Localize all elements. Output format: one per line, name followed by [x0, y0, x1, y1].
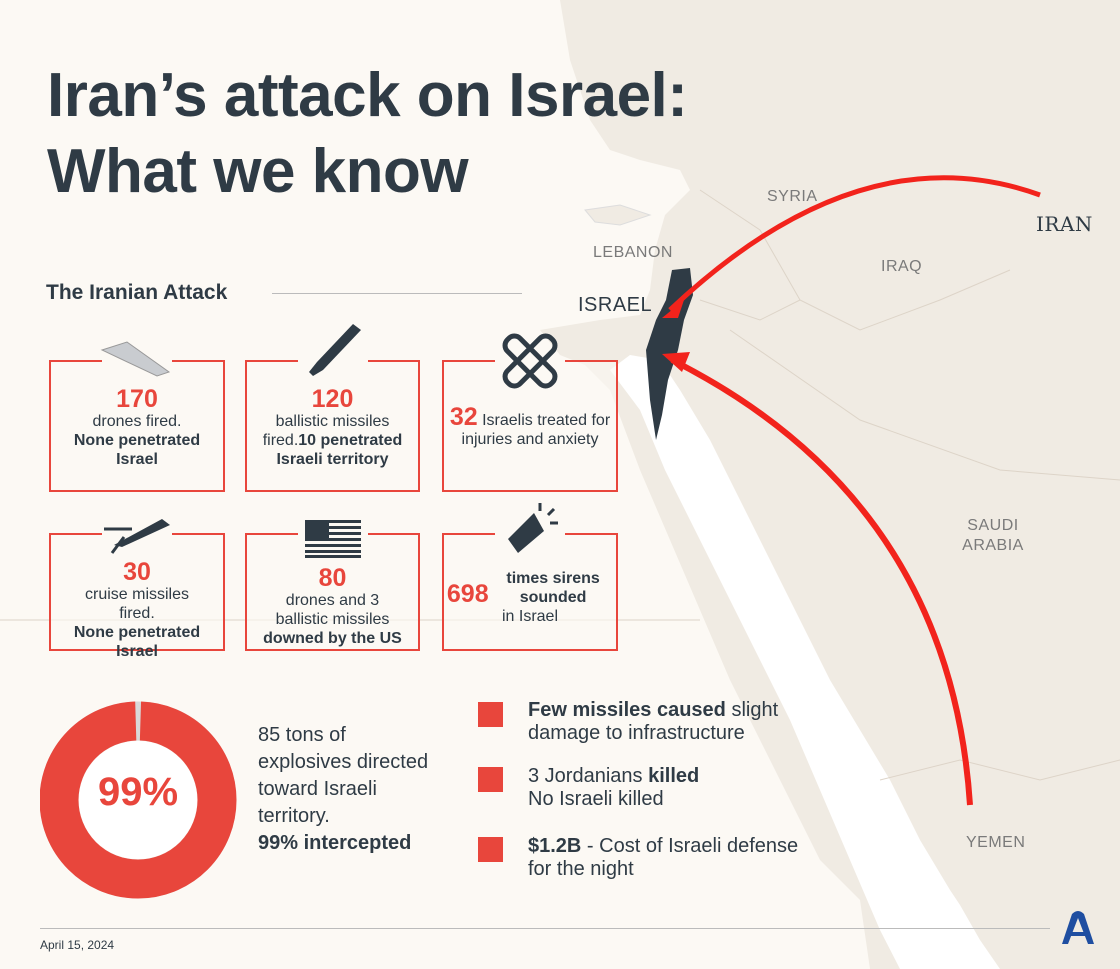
title-line2: What we know: [47, 137, 469, 206]
megaphone-icon: [508, 503, 558, 553]
bullet-marker: [478, 837, 503, 862]
donut-label: 99%: [97, 770, 179, 814]
bullet-marker: [478, 702, 503, 727]
card-bold: 10 penetrated Israeli territory: [276, 432, 403, 468]
explosives-desc: 85 tons of explosives directed toward Is…: [258, 724, 429, 827]
page-title: Iran’s attack on Israel: What we know: [47, 58, 688, 210]
map-label-iran: IRAN: [1036, 212, 1093, 236]
explosives-text: 85 tons of explosives directed toward Is…: [258, 722, 438, 857]
title-line1: Iran’s attack on Israel:: [47, 61, 688, 130]
card-number: 30: [123, 558, 151, 586]
bullet-text: 3 Jordanians: [528, 765, 649, 787]
section-title: The Iranian Attack: [46, 281, 228, 304]
card-bold: None penetrated Israel: [73, 624, 201, 660]
card-text: cruise missiles fired.: [84, 586, 189, 622]
card-bold: times sirens sounded: [506, 570, 600, 606]
card-cruise: 30 cruise missiles fired. None penetrated…: [49, 519, 225, 660]
attack-arrow-iran: [668, 175, 1041, 312]
bullet-bold: Few missiles caused: [528, 699, 726, 721]
card-sirens: 698 times sirens sounded in Israel: [442, 503, 618, 651]
card-us: 80 drones and 3 ballistic missiles downed…: [245, 520, 420, 651]
land-mass: [540, 0, 1120, 969]
saudi-line2: ARABIA: [962, 537, 1024, 554]
card-text: drones fired.: [92, 413, 182, 430]
card-text: ballistic missiles fired.: [262, 413, 390, 449]
bullet-text: - Cost of Israeli defense for the night: [528, 835, 799, 880]
arrowhead-icon: [662, 300, 684, 318]
card-text: drones and 3 ballistic missiles: [275, 592, 390, 628]
ballistic-missile-icon: [308, 324, 361, 376]
bullet-bold: killed: [648, 765, 700, 787]
card-text: Israelis treated for injuries and anxiet…: [461, 412, 611, 448]
map-label-iraq: IRAQ: [881, 258, 923, 275]
card-bold: downed by the US: [263, 630, 402, 647]
card-text: in Israel: [501, 608, 559, 625]
bullet-text2: No Israeli killed: [528, 788, 664, 810]
map-label-lebanon: LEBANON: [593, 244, 673, 261]
explosives-bold: 99% intercepted: [258, 832, 412, 854]
card-number: 80: [318, 564, 347, 592]
aa-logo: [1062, 911, 1094, 944]
donut-intercepted: [40, 701, 237, 899]
card-number: 170: [116, 385, 158, 413]
card-drones: 170 drones fired. None penetrated Israel: [49, 341, 225, 492]
saudi-line1: SAUDI: [967, 517, 1019, 534]
bullet-damage: Few missiles caused slight damage to inf…: [528, 699, 808, 745]
bullet-bold: $1.2B: [528, 835, 582, 857]
footer-divider: [40, 928, 1050, 929]
cruise-missile-icon: [104, 519, 170, 554]
card-number: 698: [446, 580, 489, 608]
map-label-yemen: YEMEN: [966, 834, 1026, 851]
arrowhead-icon: [662, 352, 690, 372]
attack-arrow-south: [670, 357, 973, 806]
drone-icon: [100, 341, 171, 377]
card-injuries: 32 Israelis treated for injuries and anx…: [442, 333, 618, 492]
map-label-saudi-arabia: SAUDI ARABIA: [960, 516, 1026, 556]
bandage-icon: [502, 333, 558, 389]
bullet-text: slight damage to infrastructure: [528, 699, 779, 744]
date: April 15, 2024: [40, 938, 115, 952]
card-number: 120: [311, 385, 354, 413]
card-ballistic: 120 ballistic missiles fired.10 penetrate…: [245, 324, 420, 492]
bullet-killed: 3 Jordanians killed No Israeli killed: [528, 765, 699, 811]
divider: [272, 293, 522, 294]
red-sea: [610, 355, 1000, 969]
bullet-marker: [478, 767, 503, 792]
donut-chart: [40, 701, 237, 899]
us-flag-icon: [304, 520, 361, 558]
card-number: 32: [449, 403, 478, 431]
bullet-cost: $1.2B - Cost of Israeli defense for the …: [528, 835, 818, 881]
map-label-syria: SYRIA: [767, 188, 818, 205]
cyprus: [584, 204, 652, 226]
card-bold: None penetrated Israel: [73, 432, 201, 468]
map-label-israel: ISRAEL: [578, 294, 653, 316]
